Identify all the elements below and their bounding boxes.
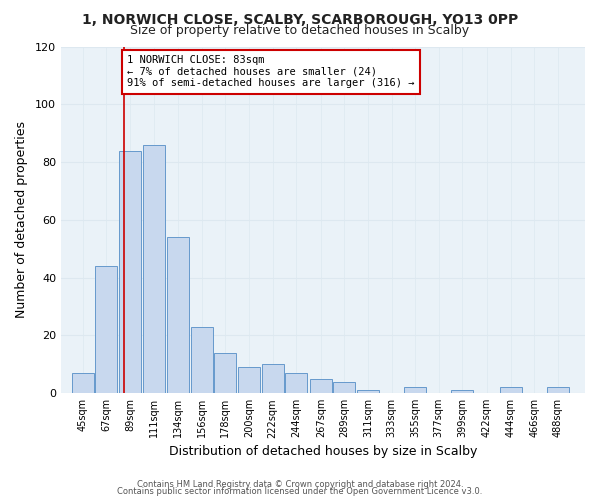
Bar bbox=[214, 352, 236, 393]
Bar bbox=[119, 150, 141, 393]
Bar bbox=[167, 237, 189, 393]
Text: Contains HM Land Registry data © Crown copyright and database right 2024.: Contains HM Land Registry data © Crown c… bbox=[137, 480, 463, 489]
Text: 1, NORWICH CLOSE, SCALBY, SCARBOROUGH, YO13 0PP: 1, NORWICH CLOSE, SCALBY, SCARBOROUGH, Y… bbox=[82, 12, 518, 26]
X-axis label: Distribution of detached houses by size in Scalby: Distribution of detached houses by size … bbox=[169, 444, 477, 458]
Bar bbox=[500, 388, 521, 393]
Text: 1 NORWICH CLOSE: 83sqm
← 7% of detached houses are smaller (24)
91% of semi-deta: 1 NORWICH CLOSE: 83sqm ← 7% of detached … bbox=[127, 55, 415, 88]
Bar bbox=[334, 382, 355, 393]
Bar bbox=[238, 367, 260, 393]
Bar bbox=[310, 378, 332, 393]
Bar bbox=[357, 390, 379, 393]
Bar bbox=[72, 373, 94, 393]
Bar bbox=[451, 390, 473, 393]
Bar bbox=[143, 144, 164, 393]
Bar bbox=[404, 388, 426, 393]
Bar bbox=[191, 326, 213, 393]
Text: Contains public sector information licensed under the Open Government Licence v3: Contains public sector information licen… bbox=[118, 488, 482, 496]
Bar bbox=[262, 364, 284, 393]
Bar bbox=[95, 266, 118, 393]
Bar bbox=[547, 388, 569, 393]
Text: Size of property relative to detached houses in Scalby: Size of property relative to detached ho… bbox=[130, 24, 470, 37]
Bar bbox=[285, 373, 307, 393]
Y-axis label: Number of detached properties: Number of detached properties bbox=[15, 122, 28, 318]
